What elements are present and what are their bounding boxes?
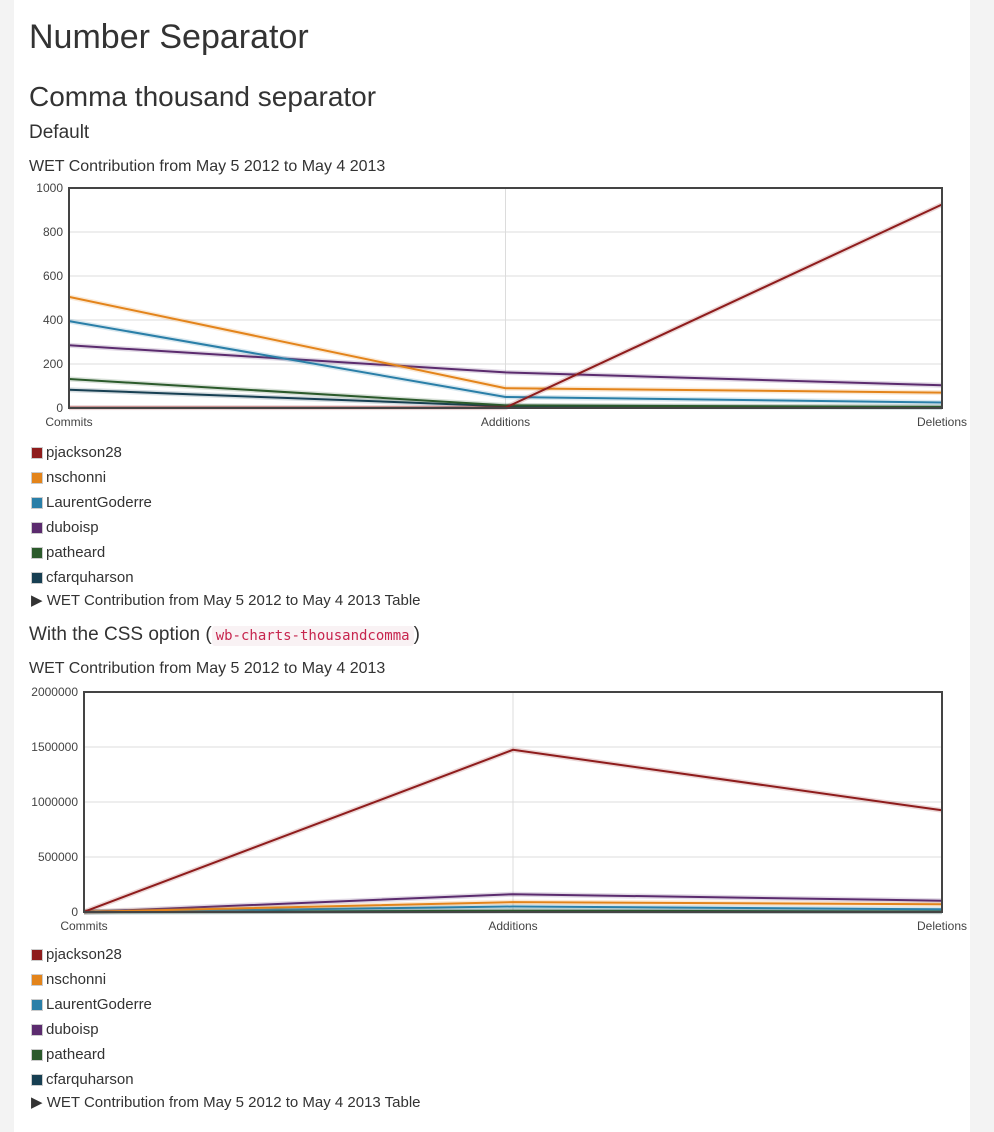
legend-label: cfarquharson (46, 1070, 134, 1088)
legend-swatch (31, 521, 43, 534)
legend-item-nschonni: nschonni (31, 465, 152, 490)
legend-item-duboisp: duboisp (31, 1017, 152, 1042)
legend-label: LaurentGoderre (46, 493, 152, 511)
page-container: Number Separator Comma thousand separato… (14, 0, 970, 1132)
subsection-css-prefix: With the CSS option ( (29, 624, 212, 645)
legend-swatch (31, 948, 43, 961)
legend-label: nschonni (46, 468, 107, 486)
legend-item-LaurentGoderre: LaurentGoderre (31, 992, 152, 1017)
legend-swatch (31, 1073, 43, 1086)
legend-swatch (31, 973, 43, 986)
chart2-table-summary: WET Contribution from May 5 2012 to May … (46, 1094, 421, 1111)
legend-swatch (31, 998, 43, 1011)
legend-item-patheard: patheard (31, 1042, 152, 1067)
y-tick-label: 600 (43, 269, 63, 283)
chart2-table-toggle[interactable]: ▶ WET Contribution from May 5 2012 to Ma… (31, 1093, 421, 1113)
y-tick-label: 1500000 (31, 740, 78, 754)
x-tick-label: Deletions (917, 919, 967, 933)
legend-label: nschonni (46, 970, 107, 988)
legend-label: pjackson28 (46, 945, 122, 963)
legend-swatch (31, 446, 43, 459)
subsection-css-option-title: With the CSS option (wb-charts-thousandc… (29, 623, 420, 648)
x-tick-label: Additions (481, 415, 530, 429)
y-tick-label: 200 (43, 357, 63, 371)
disclosure-triangle-icon: ▶ (31, 592, 43, 609)
legend-item-cfarquharson: cfarquharson (31, 565, 152, 590)
legend-label: pjackson28 (46, 443, 122, 461)
css-class-code: wb-charts-thousandcomma (211, 626, 414, 646)
x-tick-label: Deletions (917, 415, 967, 429)
series-line-LaurentGoderre (83, 905, 943, 913)
series-line-LaurentGoderre (68, 320, 943, 404)
legend-swatch (31, 1048, 43, 1061)
plot-border (68, 187, 943, 409)
chart2-legend: pjackson28 nschonni LaurentGoderre duboisp p… (31, 942, 152, 1092)
chart1-legend: pjackson28 nschonni LaurentGoderre duboisp p… (31, 440, 152, 590)
disclosure-triangle-icon: ▶ (31, 1094, 43, 1111)
series-line-pjackson28 (83, 748, 943, 913)
y-tick-label: 2000000 (31, 685, 78, 699)
x-tick-label: Additions (488, 919, 537, 933)
series-line-patheard (68, 378, 943, 408)
legend-label: cfarquharson (46, 568, 134, 586)
chart1-table-summary: WET Contribution from May 5 2012 to May … (46, 592, 421, 609)
series-line-duboisp (68, 344, 943, 387)
chart2-title: WET Contribution from May 5 2012 to May … (29, 660, 386, 677)
series-line-nschonni (83, 901, 943, 913)
legend-item-duboisp: duboisp (31, 515, 152, 540)
legend-label: duboisp (46, 1020, 99, 1038)
legend-item-patheard: patheard (31, 540, 152, 565)
section-title: Comma thousand separator (29, 81, 377, 112)
page-title: Number Separator (29, 18, 309, 56)
chart1-figure: 0 200 400 600 800 1000 Commits Additions Deletio… (36, 181, 967, 429)
legend-item-cfarquharson: cfarquharson (31, 1067, 152, 1092)
chart1-title: WET Contribution from May 5 2012 to May … (29, 158, 386, 175)
subsection-default-title: Default (29, 122, 90, 143)
y-tick-label: 500000 (38, 850, 78, 864)
y-tick-label: 400 (43, 313, 63, 327)
chart2-figure: 0 500000 1000000 1500000 2000000 Commits Addit… (31, 685, 967, 933)
legend-swatch (31, 1023, 43, 1036)
y-tick-label: 1000000 (31, 795, 78, 809)
x-tick-label: Commits (60, 919, 107, 933)
legend-label: patheard (46, 1045, 106, 1063)
legend-item-LaurentGoderre: LaurentGoderre (31, 490, 152, 515)
series-line-nschonni (68, 295, 943, 394)
legend-swatch (31, 571, 43, 584)
subsection-css-suffix: ) (413, 624, 420, 645)
y-tick-label: 800 (43, 225, 63, 239)
legend-label: LaurentGoderre (46, 995, 152, 1013)
legend-swatch (31, 546, 43, 559)
series-line-duboisp (83, 893, 943, 913)
legend-item-pjackson28: pjackson28 (31, 942, 152, 967)
y-tick-label: 0 (56, 401, 63, 415)
legend-label: duboisp (46, 518, 99, 536)
legend-swatch (31, 471, 43, 484)
legend-swatch (31, 496, 43, 509)
legend-item-pjackson28: pjackson28 (31, 440, 152, 465)
x-tick-label: Commits (45, 415, 92, 429)
y-tick-label: 0 (71, 905, 78, 919)
legend-item-nschonni: nschonni (31, 967, 152, 992)
chart1-table-toggle[interactable]: ▶ WET Contribution from May 5 2012 to Ma… (31, 591, 421, 611)
y-tick-label: 1000 (36, 181, 63, 195)
legend-label: patheard (46, 543, 106, 561)
plot-border (83, 691, 943, 913)
